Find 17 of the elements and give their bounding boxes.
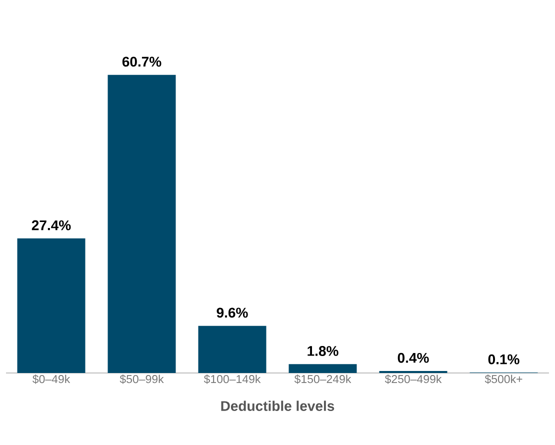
data-label: 1.8% [308, 346, 338, 356]
bar [108, 74, 176, 373]
data-label: 27.4% [32, 220, 71, 230]
bar [288, 364, 357, 373]
data-label: 60.7% [122, 56, 162, 67]
x-tick-label: $50–99k [120, 374, 164, 384]
data-label: 0.1% [488, 354, 520, 364]
data-label: 0.4% [398, 352, 429, 363]
x-tick-label: $250–499k [384, 374, 442, 384]
x-axis-title: Deductible levels [221, 400, 334, 411]
bar [198, 326, 266, 373]
x-tick-label: $150–249k [294, 374, 352, 384]
x-tick-label: $100–149k [204, 374, 261, 384]
x-tick-label: $500k+ [484, 374, 522, 384]
x-tick-label: $0–49k [32, 374, 70, 384]
data-label: 9.6% [216, 308, 248, 318]
bar [17, 238, 86, 373]
